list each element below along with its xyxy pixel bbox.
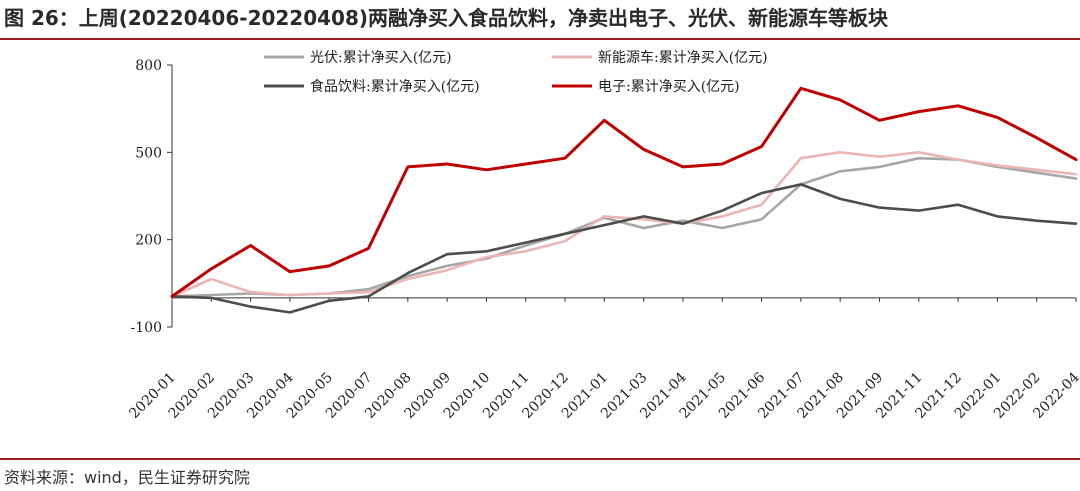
series-line-2 [170, 183, 1078, 314]
y-tick-label: 800 [135, 58, 162, 74]
y-tick-label: -100 [131, 320, 162, 336]
series-line-3 [170, 86, 1078, 298]
line-chart: -1002005008002020-012020-022020-032020-0… [126, 49, 1080, 422]
legend-label: 食品饮料:累计净买入(亿元) [310, 78, 480, 95]
legend-label: 新能源车:累计净买入(亿元) [598, 49, 768, 66]
legend-item-3: 电子:累计净买入(亿元) [552, 79, 740, 95]
footer-divider [0, 458, 1080, 460]
legend-item-2: 食品饮料:累计净买入(亿元) [264, 78, 480, 95]
legend-item-0: 光伏:累计净买入(亿元) [264, 50, 452, 66]
chart-axes: -1002005008002020-012020-022020-032020-0… [126, 58, 1080, 422]
source-note: 资料来源：wind，民生证券研究院 [4, 468, 250, 487]
y-tick-label: 500 [135, 145, 162, 161]
chart-legend: 光伏:累计净买入(亿元) 新能源车:累计净买入(亿元) 食品饮料:累计净买入(亿元)… [264, 49, 768, 95]
chart-title: 图 26：上周(20220406-20220408)两融净买入食品饮料，净卖出电… [4, 6, 889, 30]
series-line-0 [170, 156, 1078, 298]
legend-label: 光伏:累计净买入(亿元) [310, 50, 452, 66]
legend-item-1: 新能源车:累计净买入(亿元) [552, 49, 768, 66]
series-line-1 [170, 151, 1078, 298]
title-divider [0, 38, 1080, 40]
series-layer [170, 86, 1078, 314]
legend-label: 电子:累计净买入(亿元) [598, 79, 740, 95]
y-tick-label: 200 [135, 233, 162, 249]
